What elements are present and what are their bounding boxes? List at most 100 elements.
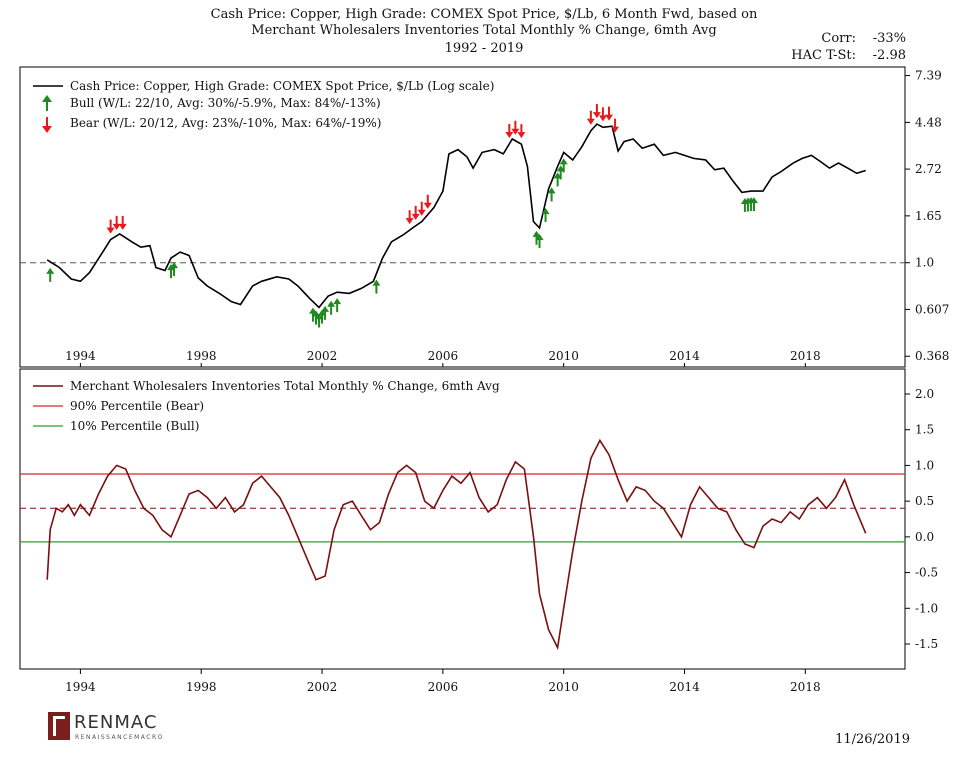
bottom-panel: 2.0 1.5 1.0 0.5 0.0 -0.5 -1.0 -1.5 1994 1998 2002 2… bbox=[19, 368, 938, 694]
bull-arrow-icon bbox=[321, 305, 330, 320]
legend-bull-label: Bull (W/L: 22/10, Avg: 30%/-5.9%, Max: 8… bbox=[70, 96, 381, 110]
bull-arrow-icon bbox=[333, 298, 342, 313]
bottom-ytick-label: -0.5 bbox=[915, 566, 938, 580]
inventories-line bbox=[46, 438, 867, 651]
bull-arrow-head bbox=[333, 298, 342, 305]
bear-arrow-icon bbox=[517, 124, 526, 139]
top-xtick-label: 2006 bbox=[428, 349, 459, 363]
bear-arrow-head bbox=[106, 227, 115, 234]
bear-arrow-head bbox=[118, 223, 127, 230]
renmac-logo-subtext: RENAISSANCEMACRO bbox=[75, 734, 164, 741]
bottom-xtick-label: 1998 bbox=[186, 680, 217, 694]
bear-arrow-head bbox=[423, 202, 432, 209]
bull-arrow-head bbox=[553, 172, 562, 179]
bear-arrow-icon bbox=[604, 106, 613, 121]
bottom-legend: Merchant Wholesalers Inventories Total M… bbox=[33, 379, 500, 433]
bear-arrow-head bbox=[598, 115, 607, 122]
bear-arrow-icon bbox=[592, 104, 601, 119]
top-xtick-label: 1998 bbox=[186, 349, 217, 363]
bear-arrow-icon bbox=[118, 215, 127, 230]
bear-arrow-icon bbox=[611, 118, 620, 133]
bull-arrow-head bbox=[321, 305, 330, 312]
legend-inventories-label: Merchant Wholesalers Inventories Total M… bbox=[70, 379, 500, 393]
bear-arrow-head bbox=[511, 128, 520, 135]
top-legend: Cash Price: Copper, High Grade: COMEX Sp… bbox=[33, 79, 494, 133]
top-ytick-label: 0.607 bbox=[915, 302, 949, 316]
bear-arrow-head bbox=[417, 209, 426, 216]
renmac-logo-text: RENMAC bbox=[74, 712, 158, 733]
bull-arrow-icon bbox=[535, 233, 544, 248]
bottom-panel-frame bbox=[19, 368, 906, 670]
chart-title-line-2: Merchant Wholesalers Inventories Total M… bbox=[251, 23, 717, 38]
bull-arrow-icon bbox=[315, 313, 324, 328]
bull-arrow-head bbox=[532, 230, 541, 237]
bear-arrow-icon bbox=[505, 123, 514, 138]
top-xtick-label: 1994 bbox=[65, 349, 96, 363]
bottom-ytick-label: 0.5 bbox=[915, 494, 934, 508]
bull-arrow-head bbox=[318, 309, 327, 316]
bear-arrow-icon bbox=[417, 201, 426, 216]
bull-arrow-icon bbox=[170, 262, 179, 277]
hac-value: -2.98 bbox=[872, 48, 906, 63]
bull-arrow-head bbox=[547, 187, 556, 194]
bottom-ytick-label: -1.5 bbox=[915, 637, 938, 651]
bear-arrow-head bbox=[411, 213, 420, 220]
top-panel-frame bbox=[19, 66, 906, 368]
top-ytick-label: 0.368 bbox=[915, 349, 949, 363]
top-ytick-label: 1.0 bbox=[915, 256, 934, 270]
bottom-ytick-label: 0.0 bbox=[915, 530, 934, 544]
bottom-xtick-label: 2014 bbox=[669, 680, 700, 694]
bear-arrow-head bbox=[592, 112, 601, 119]
footer-date: 11/26/2019 bbox=[835, 732, 910, 747]
corr-value: -33% bbox=[872, 31, 906, 46]
bottom-xtick-label: 2018 bbox=[790, 680, 821, 694]
top-xtick-label: 2018 bbox=[790, 349, 821, 363]
bottom-xtick-label: 1994 bbox=[65, 680, 96, 694]
bull-arrow-icon bbox=[541, 207, 550, 222]
bear-arrow-icon bbox=[112, 215, 121, 230]
top-xtick-label: 2010 bbox=[548, 349, 579, 363]
bear-arrow-head bbox=[611, 126, 620, 133]
bull-arrow-icon bbox=[749, 197, 758, 212]
bear-arrow-head bbox=[405, 218, 414, 225]
bull-arrow-icon bbox=[372, 279, 381, 294]
bull-arrow-head bbox=[372, 279, 381, 286]
top-xtick-label: 2002 bbox=[307, 349, 338, 363]
bottom-ytick-label: 2.0 bbox=[915, 387, 934, 401]
top-xtick-label: 2014 bbox=[669, 349, 700, 363]
bull-arrow-head bbox=[556, 165, 565, 172]
bear-arrow-icon bbox=[598, 107, 607, 122]
chart-title-date-range: 1992 - 2019 bbox=[444, 41, 524, 56]
bull-arrow-head bbox=[535, 233, 544, 240]
bottom-xtick-label: 2010 bbox=[548, 680, 579, 694]
bear-arrow-head bbox=[586, 118, 595, 125]
legend-price-label: Cash Price: Copper, High Grade: COMEX Sp… bbox=[70, 79, 494, 93]
copper-price-line bbox=[46, 123, 866, 309]
bull-arrow-head bbox=[170, 262, 179, 269]
bull-arrow-icon bbox=[556, 165, 565, 180]
bear-arrow-icon bbox=[405, 210, 414, 225]
corr-label: Corr: bbox=[821, 31, 856, 46]
bull-arrow-icon bbox=[46, 267, 55, 282]
bull-arrow-head bbox=[559, 158, 568, 165]
bear-arrow-icon bbox=[106, 219, 115, 234]
bottom-ytick-label: 1.5 bbox=[915, 423, 934, 437]
chart-canvas: 7.39 4.48 2.72 1.65 1.0 0.607 0.368 1994 1998 200… bbox=[19, 66, 949, 694]
legend-bear-percentile-label: 90% Percentile (Bear) bbox=[70, 399, 204, 413]
top-ytick-label: 1.65 bbox=[915, 209, 942, 223]
bottom-axis-ticks: 2.0 1.5 1.0 0.5 0.0 -0.5 -1.0 -1.5 1994 1998 2002 2… bbox=[65, 387, 938, 694]
bear-arrow-icon bbox=[511, 120, 520, 135]
renmac-logo-icon bbox=[48, 712, 70, 740]
bull-arrow-icon bbox=[327, 300, 336, 315]
bear-arrow-head bbox=[505, 131, 514, 138]
bull-arrow-head bbox=[315, 313, 324, 320]
bottom-xtick-label: 2006 bbox=[428, 680, 459, 694]
top-axis-ticks: 7.39 4.48 2.72 1.65 1.0 0.607 0.368 1994 1998 200… bbox=[65, 69, 949, 367]
top-ytick-label: 7.39 bbox=[915, 69, 942, 83]
bear-arrow-icon bbox=[411, 205, 420, 220]
bear-arrow-head bbox=[517, 132, 526, 139]
legend-bear-arrow-icon bbox=[42, 117, 52, 133]
bull-arrow-icon bbox=[318, 309, 327, 324]
chart-title-line-1: Cash Price: Copper, High Grade: COMEX Sp… bbox=[210, 7, 758, 22]
bull-arrow-head bbox=[46, 267, 55, 274]
